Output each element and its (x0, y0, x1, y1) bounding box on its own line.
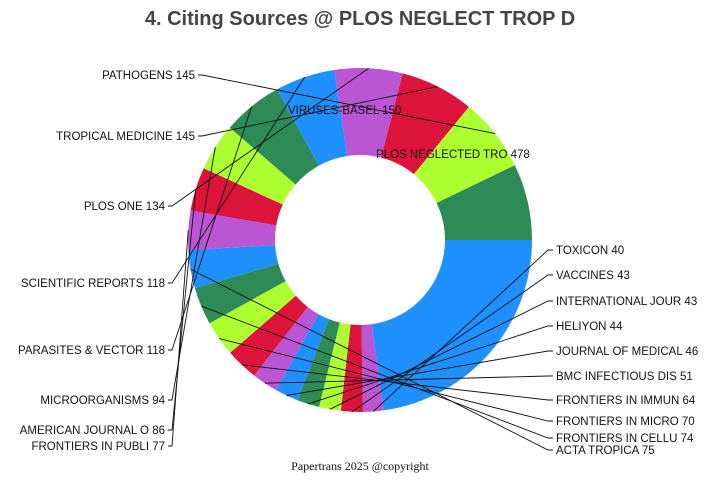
slice-label: SCIENTIFIC REPORTS 118 (21, 278, 165, 290)
slice-label: TROPICAL MEDICINE 145 (56, 131, 195, 143)
slice-label: TOXICON 40 (556, 245, 624, 257)
slice-label: FRONTIERS IN PUBLI 77 (31, 441, 165, 453)
slice-tropical-medicine (381, 73, 469, 175)
slice-label: BMC INFECTIOUS DIS 51 (556, 371, 693, 383)
slice-frontiers-in-publi (188, 210, 277, 251)
slices (188, 68, 532, 412)
leader-line (168, 67, 369, 207)
slice-frontiers-in-micro (209, 281, 296, 353)
slice-frontiers-in-cellu (194, 263, 286, 324)
leader-line (168, 230, 189, 447)
slice-label: HELIYON 44 (556, 321, 623, 333)
slice-label: INTERNATIONAL JOUR 43 (556, 296, 697, 308)
leader-line (168, 188, 197, 431)
slice-parasites-vector (229, 89, 319, 185)
slice-vaccines (340, 324, 363, 412)
leader-line (168, 76, 306, 284)
slice-label: AMERICAN JOURNAL O 86 (20, 425, 165, 437)
leader-line (190, 268, 553, 451)
leader-line (168, 146, 216, 401)
slice-viruses-basel (436, 165, 532, 240)
chart-footer: Papertrans 2025 @copyright (291, 459, 429, 473)
slice-journal-of-medical (275, 314, 330, 401)
slice-plos-neglected-tro (371, 240, 532, 411)
slice-label: FRONTIERS IN IMMUN 64 (556, 395, 696, 407)
slice-plos-one (334, 68, 403, 158)
slice-label: FRONTIERS IN CELLU 74 (556, 433, 694, 445)
leader-line (201, 305, 553, 439)
slice-microorganisms (203, 127, 296, 205)
slice-acta-tropica (188, 244, 279, 289)
slice-toxicon (361, 324, 384, 412)
slice-pathogens (413, 106, 515, 204)
leader-line (168, 106, 253, 351)
slice-american-journal-o (190, 168, 283, 226)
slice-labels: PLOS NEGLECTED TRO 478 TOXICON 40 VACCINES… (18, 70, 698, 457)
slice-frontiers-in-immun (230, 295, 308, 376)
slice-label: ACTA TROPICA 75 (556, 445, 655, 457)
slice-label: PARASITES & VECTOR 118 (18, 345, 165, 357)
leader-lines (168, 67, 553, 451)
slice-label: PATHOGENS 145 (102, 70, 195, 82)
leader-line (241, 364, 553, 401)
leader-line (218, 338, 553, 422)
chart-title: 4. Citing Sources @ PLOS NEGLECT TROP D (145, 8, 575, 30)
slice-label: PLOS NEGLECTED TRO 478 (376, 149, 530, 161)
slice-label: JOURNAL OF MEDICAL 46 (556, 346, 698, 358)
leader-line (264, 375, 553, 384)
leader-line (198, 74, 496, 134)
slice-label: MICROORGANISMS 94 (40, 395, 165, 407)
slice-label: PLOS ONE 134 (84, 201, 166, 213)
slice-label: FRONTIERS IN MICRO 70 (556, 416, 695, 428)
slice-label: VIRUSES-BASEL 150 (288, 105, 401, 117)
leader-line (198, 86, 438, 137)
slice-bmc-infectious-dis (254, 306, 319, 391)
leader-line (372, 249, 553, 412)
slice-label: VACCINES 43 (556, 270, 630, 282)
